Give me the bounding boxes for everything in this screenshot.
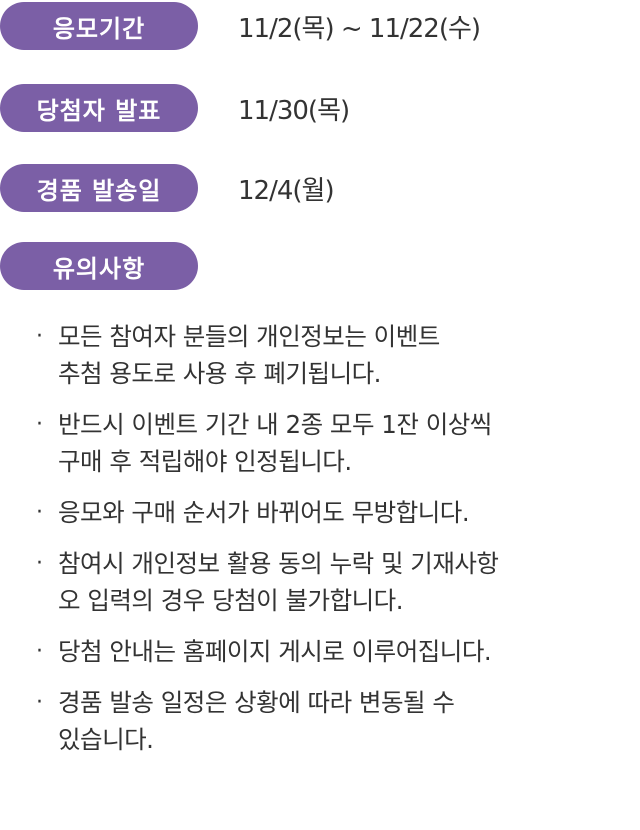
entry-period-label: 응모기간 (0, 2, 198, 50)
notice-line: 추첨 용도로 사용 후 폐기됩니다. (58, 359, 381, 388)
prize-shipping-value: 12/4(월) (238, 175, 335, 206)
notice-line: 당첨 안내는 홈페이지 게시로 이루어집니다. (58, 637, 492, 666)
notice-item: · 모든 참여자 분들의 개인정보는 이벤트 추첨 용도로 사용 후 폐기됩니다… (0, 318, 640, 392)
bullet-icon: · (36, 324, 43, 349)
notice-line: 구매 후 적립해야 인정됩니다. (58, 447, 352, 476)
notice-item: · 반드시 이벤트 기간 내 2종 모두 1잔 이상씩 구매 후 적립해야 인정… (0, 406, 640, 480)
notice-list: · 모든 참여자 분들의 개인정보는 이벤트 추첨 용도로 사용 후 폐기됩니다… (0, 318, 640, 772)
notice-item: · 경품 발송 일정은 상황에 따라 변동될 수 있습니다. (0, 684, 640, 758)
notice-line: 경품 발송 일정은 상황에 따라 변동될 수 (58, 688, 455, 717)
notice-item: · 참여시 개인정보 활용 동의 누락 및 기재사항 오 입력의 경우 당첨이 … (0, 545, 640, 619)
notice-line: 오 입력의 경우 당첨이 불가합니다. (58, 586, 404, 615)
winner-announcement-value: 11/30(목) (238, 95, 350, 126)
bullet-icon: · (36, 639, 43, 664)
bullet-icon: · (36, 412, 43, 437)
schedule-row-winner-announcement: 당첨자 발표 11/30(목) (0, 84, 350, 132)
winner-announcement-label: 당첨자 발표 (0, 84, 198, 132)
bullet-icon: · (36, 500, 43, 525)
notice-line: 있습니다. (58, 725, 154, 754)
bullet-icon: · (36, 690, 43, 715)
notice-line: 응모와 구매 순서가 바뀌어도 무방합니다. (58, 498, 470, 527)
notice-label: 유의사항 (0, 242, 198, 290)
prize-shipping-label: 경품 발송일 (0, 164, 198, 212)
notice-item: · 응모와 구매 순서가 바뀌어도 무방합니다. (0, 494, 640, 531)
schedule-row-prize-shipping: 경품 발송일 12/4(월) (0, 164, 335, 212)
notice-header: 유의사항 (0, 242, 198, 290)
notice-line: 반드시 이벤트 기간 내 2종 모두 1잔 이상씩 (58, 410, 492, 439)
notice-item: · 당첨 안내는 홈페이지 게시로 이루어집니다. (0, 633, 640, 670)
schedule-row-entry-period: 응모기간 11/2(목) ~ 11/22(수) (0, 2, 481, 50)
notice-line: 모든 참여자 분들의 개인정보는 이벤트 (58, 322, 440, 351)
bullet-icon: · (36, 551, 43, 576)
entry-period-value: 11/2(목) ~ 11/22(수) (238, 13, 481, 44)
notice-line: 참여시 개인정보 활용 동의 누락 및 기재사항 (58, 549, 499, 578)
